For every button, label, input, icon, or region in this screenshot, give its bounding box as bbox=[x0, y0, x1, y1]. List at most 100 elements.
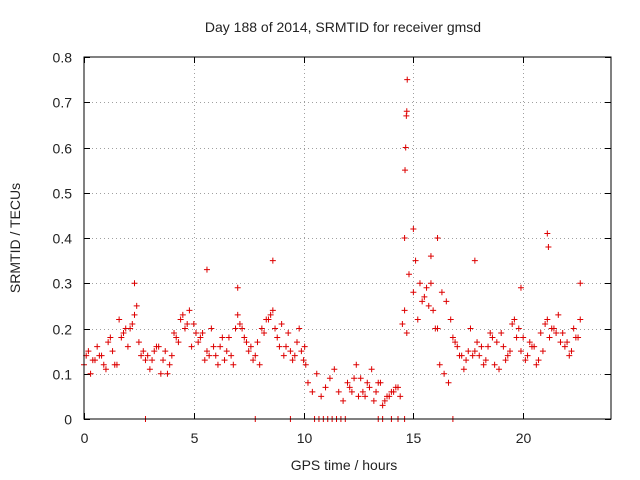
data-point bbox=[517, 284, 524, 291]
data-point bbox=[425, 302, 432, 309]
data-point bbox=[452, 339, 459, 346]
data-point bbox=[575, 334, 582, 341]
data-point bbox=[491, 361, 498, 368]
data-point bbox=[177, 316, 184, 323]
data-point bbox=[309, 388, 316, 395]
data-point bbox=[122, 325, 129, 332]
data-point bbox=[545, 244, 552, 251]
data-point bbox=[195, 339, 202, 346]
chart-title: Day 188 of 2014, SRMTID for receiver gms… bbox=[205, 19, 481, 35]
data-point bbox=[577, 280, 584, 287]
data-point bbox=[509, 320, 516, 327]
data-point bbox=[390, 388, 397, 395]
data-point bbox=[423, 284, 430, 291]
tick-layer bbox=[84, 57, 611, 420]
data-point bbox=[421, 293, 428, 300]
data-point bbox=[133, 302, 140, 309]
data-point bbox=[285, 330, 292, 337]
data-point bbox=[171, 330, 178, 337]
data-point bbox=[401, 235, 408, 241]
data-point bbox=[105, 339, 112, 346]
data-point bbox=[419, 298, 426, 305]
data-point bbox=[346, 384, 353, 391]
data-point bbox=[402, 167, 409, 174]
data-point bbox=[164, 370, 171, 377]
data-point bbox=[351, 375, 358, 382]
data-point bbox=[102, 366, 109, 373]
y-tick-label: 0.6 bbox=[53, 141, 73, 157]
data-point bbox=[515, 325, 522, 332]
data-point bbox=[280, 352, 287, 359]
data-point bbox=[531, 343, 538, 350]
data-point bbox=[416, 280, 423, 287]
data-point bbox=[208, 325, 215, 332]
data-point bbox=[478, 343, 485, 350]
data-point bbox=[188, 343, 195, 350]
x-tick-label: 20 bbox=[516, 430, 532, 446]
data-point bbox=[535, 357, 542, 364]
data-point bbox=[559, 330, 566, 337]
y-tick-label: 0.3 bbox=[53, 276, 73, 292]
data-point bbox=[548, 325, 555, 332]
grid-layer bbox=[84, 57, 611, 419]
data-point bbox=[566, 352, 573, 359]
y-tick-label: 0.8 bbox=[53, 50, 73, 66]
data-point bbox=[254, 339, 261, 346]
data-point bbox=[217, 343, 224, 350]
data-point bbox=[381, 397, 388, 404]
data-point bbox=[301, 343, 308, 350]
data-point bbox=[471, 257, 478, 264]
data-point bbox=[203, 266, 210, 273]
data-point bbox=[539, 348, 546, 355]
data-point bbox=[456, 352, 463, 359]
data-point bbox=[142, 357, 149, 364]
data-point bbox=[467, 325, 474, 332]
x-tick-label: 5 bbox=[191, 430, 199, 446]
data-point bbox=[250, 357, 257, 364]
data-point bbox=[500, 343, 507, 350]
tick-labels: 0 0.1 0.2 0.3 0.4 0.5 0.6 0.7 0.8 0 5 10 15 20 bbox=[53, 50, 532, 447]
data-point bbox=[269, 307, 276, 314]
data-point bbox=[318, 393, 325, 400]
data-point bbox=[234, 311, 241, 318]
data-point bbox=[269, 257, 276, 264]
data-point bbox=[402, 144, 409, 151]
data-point bbox=[239, 325, 246, 332]
data-point bbox=[366, 384, 373, 391]
data-point bbox=[476, 352, 483, 359]
data-point bbox=[364, 379, 371, 386]
data-point bbox=[131, 311, 138, 318]
data-point bbox=[577, 316, 584, 323]
data-point bbox=[100, 361, 107, 368]
data-point bbox=[544, 230, 551, 237]
data-point bbox=[399, 320, 406, 327]
data-point bbox=[414, 316, 421, 323]
data-point bbox=[278, 320, 285, 327]
data-point bbox=[85, 348, 92, 355]
data-point bbox=[502, 357, 509, 364]
data-point bbox=[120, 330, 127, 337]
data-point bbox=[454, 343, 461, 350]
data-point bbox=[564, 339, 571, 346]
data-point bbox=[91, 357, 98, 364]
data-point bbox=[146, 366, 153, 373]
data-point bbox=[160, 357, 167, 364]
data-point bbox=[162, 348, 169, 355]
data-point bbox=[344, 379, 351, 386]
data-point bbox=[245, 348, 252, 355]
data-point bbox=[370, 397, 377, 404]
data-point bbox=[296, 325, 303, 332]
data-point bbox=[430, 307, 437, 314]
data-point bbox=[524, 352, 531, 359]
data-point bbox=[313, 370, 320, 377]
data-point bbox=[116, 316, 123, 323]
data-point bbox=[190, 320, 197, 327]
data-point bbox=[230, 361, 237, 368]
data-point bbox=[186, 307, 193, 314]
data-point bbox=[504, 352, 511, 359]
data-point bbox=[276, 343, 283, 350]
data-point bbox=[480, 361, 487, 368]
data-point bbox=[410, 225, 417, 232]
data-point bbox=[542, 320, 549, 327]
